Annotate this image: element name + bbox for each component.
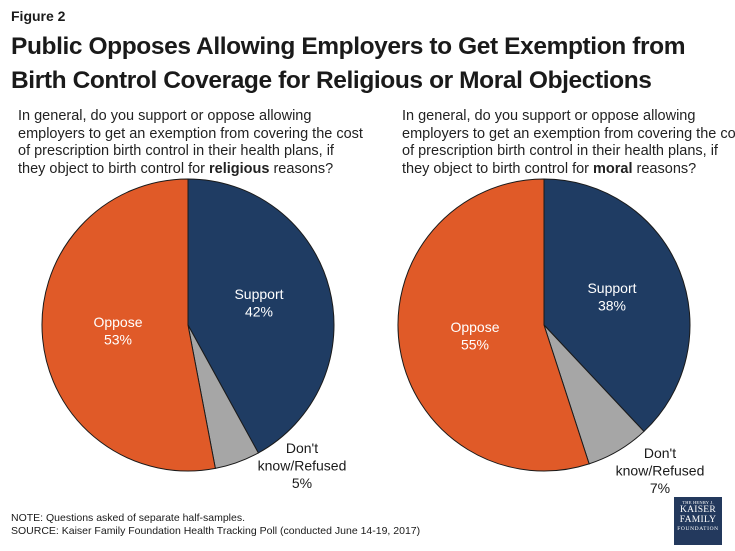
question-religious: In general, do you support or oppose all… [18, 108, 363, 178]
slice-label: Don't [286, 440, 318, 456]
chart-title-line: Birth Control Coverage for Religious or … [11, 67, 652, 94]
slice-label: Support [234, 286, 283, 302]
slice-label: Support [587, 280, 636, 296]
logo-line: KAISER [679, 505, 717, 515]
pie-slice-oppose [397, 178, 590, 472]
slice-value-label: 5% [292, 475, 312, 491]
question-line: employers to get an exemption from cover… [402, 125, 735, 142]
logo-line: FOUNDATION [677, 526, 719, 532]
question-text: they object to birth control for [18, 160, 210, 177]
footnote: NOTE: Questions asked of separate half-s… [11, 512, 420, 538]
question-text: reasons? [269, 160, 334, 177]
question-text: reasons? [632, 160, 697, 177]
pie-slice-support [187, 178, 335, 454]
question-text: they object to birth control for [402, 160, 594, 177]
question-line: of prescription birth control in their h… [18, 143, 334, 159]
question-line: they object to birth control for moral r… [402, 161, 735, 179]
question-moral: In general, do you support or oppose all… [402, 108, 735, 178]
logo-line: FAMILY [679, 515, 717, 525]
chart-title: Public Opposes Allowing Employers to Get… [11, 30, 726, 98]
question-emphasis: moral [593, 160, 633, 177]
slice-label: know/Refused [616, 463, 705, 479]
question-emphasis: religious [209, 160, 270, 177]
question-line: of prescription birth control in their h… [402, 143, 718, 159]
slice-label: Oppose [93, 314, 142, 330]
slice-value-label: 55% [461, 337, 489, 353]
slice-label: Don't [644, 445, 676, 461]
note-text: NOTE: Questions asked of separate half-s… [11, 512, 246, 524]
slice-value-label: 38% [598, 298, 626, 314]
slice-value-label: 42% [245, 304, 273, 320]
slice-label: Oppose [450, 319, 499, 335]
slice-value-label: 53% [104, 332, 132, 348]
question-line: employers to get an exemption from cover… [18, 125, 363, 142]
pie-slice-oppose [41, 178, 216, 472]
question-line: In general, do you support or oppose all… [18, 108, 312, 124]
question-line: they object to birth control for religio… [18, 161, 363, 179]
slice-label: know/Refused [258, 458, 347, 474]
chart-title-line: Public Opposes Allowing Employers to Get… [11, 33, 686, 60]
logo-line: THE HENRY J. [682, 500, 714, 505]
slice-value-label: 7% [650, 480, 670, 496]
pie-slice-support [543, 178, 691, 433]
source-text: SOURCE: Kaiser Family Foundation Health … [11, 525, 421, 537]
kff-logo: THE HENRY J. KAISER FAMILY FOUNDATION [674, 497, 722, 545]
question-line: In general, do you support or oppose all… [402, 108, 696, 124]
figure-label: Figure 2 [11, 8, 66, 24]
